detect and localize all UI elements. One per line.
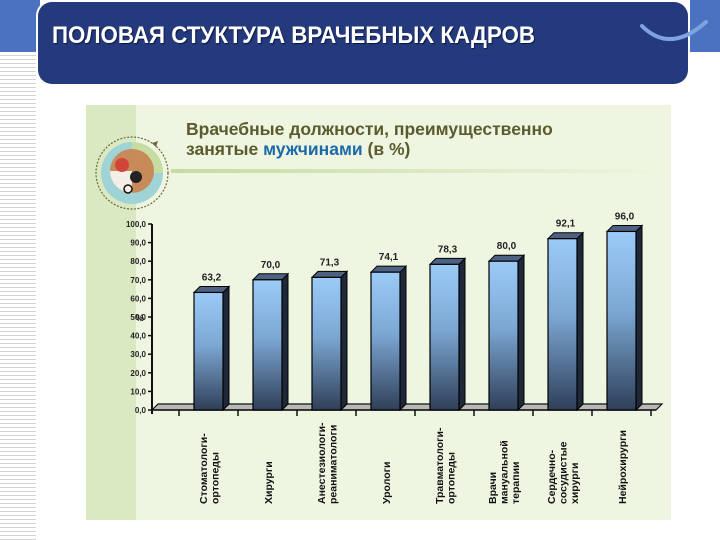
bar-value-label: 96,0 <box>615 211 635 222</box>
slide-title: ПОЛОВАЯ СТУКТУРА ВРАЧЕБНЫХ КАДРОВ <box>52 22 535 49</box>
accent-band-left <box>0 0 40 52</box>
accent-band-right <box>690 0 720 52</box>
bar <box>192 285 231 412</box>
bar-value-label: 80,0 <box>497 241 517 252</box>
title-suffix: (в %) <box>362 139 411 159</box>
bar-value-label: 63,2 <box>202 272 222 283</box>
x-axis-label: Урологи <box>380 461 393 504</box>
y-tick-label: 80,0 <box>130 257 146 266</box>
y-tick-label: 0,0 <box>135 406 147 415</box>
y-tick-label: 60,0 <box>130 294 146 303</box>
medical-photo-circle-icon <box>95 136 169 210</box>
bar-chart: 0,0 10,0 20,0 30,0 40,0 50,0 60,0 70,0 80,0 90,0 1… <box>126 211 664 416</box>
y-tick-label: 20,0 <box>130 369 146 378</box>
y-axis-label: % <box>136 313 144 323</box>
bar-value-label: 71,3 <box>320 257 340 268</box>
bar <box>605 224 644 412</box>
bar <box>251 272 290 412</box>
slide-title-box <box>38 2 688 84</box>
x-axis-label: Анестезиологи- реаниматологи <box>316 422 340 504</box>
y-tick-label: 50,0 <box>130 313 146 322</box>
bar <box>487 253 526 412</box>
bar <box>310 270 349 412</box>
chart-title-line1: Врачебные должности, преимущественно <box>186 119 553 139</box>
chart-title-line2: занятые мужчинами (в %) <box>186 139 553 159</box>
bar-value-label: 74,1 <box>379 252 399 263</box>
x-axis-label: Врачи мануальной терапии <box>487 440 523 504</box>
x-axis-label: Хирурги <box>262 461 275 504</box>
chart-panel: Врачебные должности, преимущественно зан… <box>86 105 671 520</box>
bar <box>369 264 408 412</box>
decorative-stripes <box>0 52 36 540</box>
title-highlight: мужчинами <box>263 139 363 159</box>
x-axis-label: Стоматологи- ортопеды <box>198 433 222 504</box>
bar-value-label: 78,3 <box>438 244 458 255</box>
x-axis-label: Травматологи- ортопеды <box>434 427 458 504</box>
y-tick-label: 10,0 <box>130 387 146 396</box>
title-underline <box>171 169 671 173</box>
swoosh-decoration-icon <box>640 20 708 42</box>
bar <box>546 231 585 412</box>
title-prefix: занятые <box>186 139 264 159</box>
chart-title: Врачебные должности, преимущественно зан… <box>186 119 553 159</box>
y-tick-label: 90,0 <box>130 239 146 248</box>
bar-value-label: 92,1 <box>556 219 576 230</box>
y-tick-label: 30,0 <box>130 350 146 359</box>
y-tick-label: 70,0 <box>130 276 146 285</box>
x-axis-label: Нейрохирурги <box>616 430 629 504</box>
bar <box>428 257 467 412</box>
x-axis-label: Сердечно- сосудистые хирурги <box>546 441 582 504</box>
y-tick-label: 40,0 <box>130 332 146 341</box>
bar-value-label: 70,0 <box>261 260 281 271</box>
y-tick-label: 100,0 <box>126 220 147 229</box>
